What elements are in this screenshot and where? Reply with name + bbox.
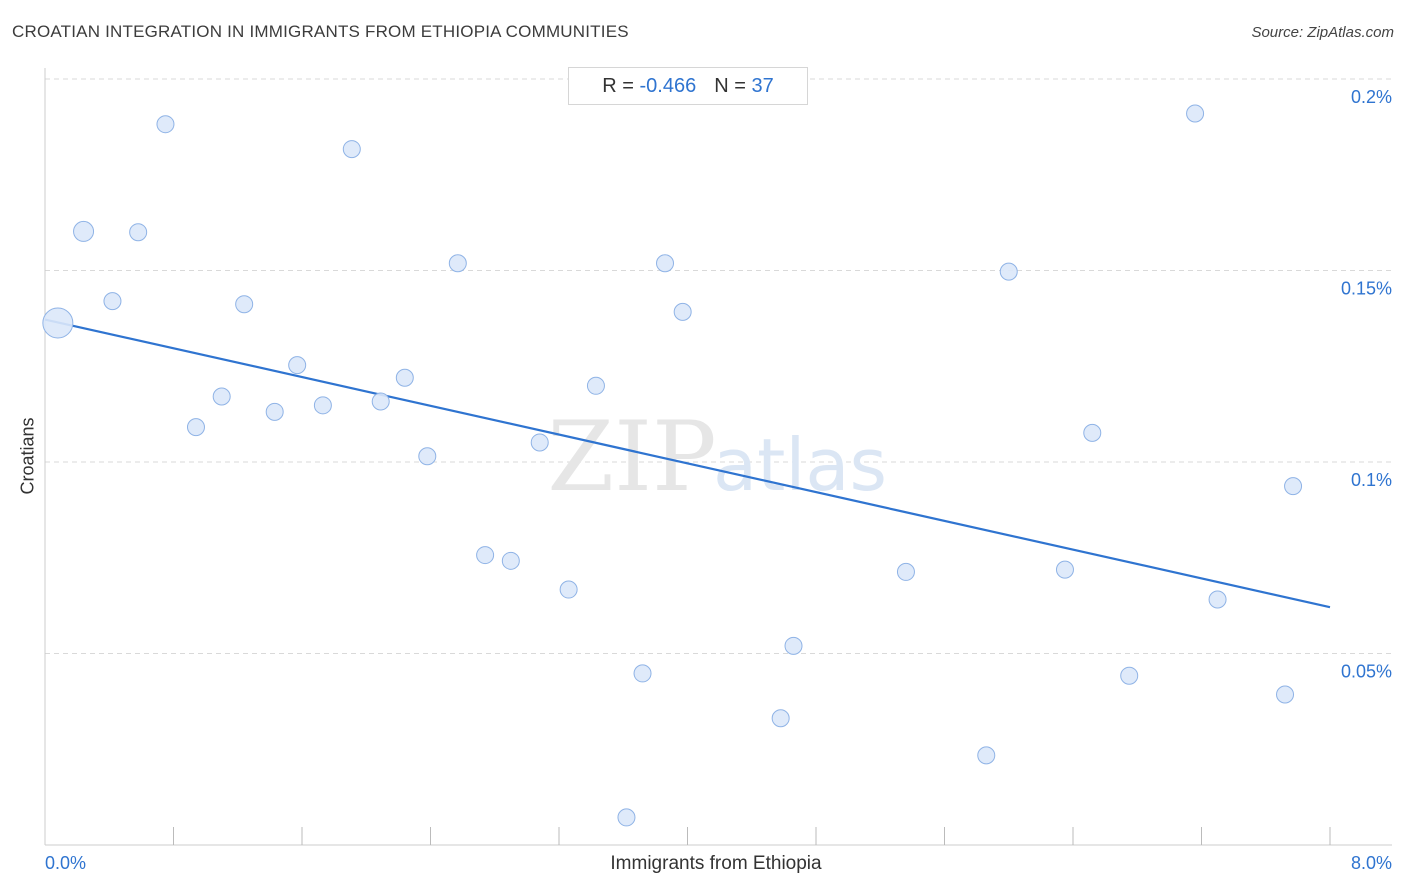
y-tick-label: 0.15% <box>1341 279 1392 299</box>
gridlines <box>45 78 1392 654</box>
data-point <box>977 746 996 765</box>
r-value: -0.466 <box>639 74 697 97</box>
y-tick-label: 0.05% <box>1341 662 1392 682</box>
data-point <box>1120 666 1139 685</box>
data-point <box>129 223 148 242</box>
data-point <box>476 546 495 565</box>
data-point <box>1284 477 1303 496</box>
y-tick-label: 0.2% <box>1351 87 1392 107</box>
r-label: R = <box>602 74 634 97</box>
data-point <box>418 447 437 466</box>
data-point <box>896 562 915 581</box>
trend-line <box>44 318 1331 609</box>
data-points <box>42 104 1303 827</box>
data-point <box>656 254 675 273</box>
data-point <box>617 808 636 827</box>
data-point <box>73 220 95 242</box>
data-point <box>103 292 122 311</box>
x-tick-label: 8.0% <box>1351 853 1392 873</box>
data-point <box>448 254 467 273</box>
data-point <box>1208 590 1227 609</box>
data-point <box>156 115 175 134</box>
data-point <box>313 396 332 415</box>
data-point <box>1186 104 1205 123</box>
data-point <box>633 664 652 683</box>
data-point <box>288 356 307 375</box>
watermark: ZIP atlas <box>547 401 887 513</box>
data-point <box>501 551 520 570</box>
data-point <box>235 295 254 314</box>
data-point <box>784 636 803 655</box>
data-point <box>212 387 231 406</box>
x-tick-label: 0.0% <box>45 853 86 873</box>
data-point <box>395 368 414 387</box>
chart-title: CROATIAN INTEGRATION IN IMMIGRANTS FROM … <box>12 22 629 41</box>
data-point <box>530 433 549 452</box>
source-label[interactable]: Source: ZipAtlas.com <box>1251 24 1394 41</box>
tick-labels: 0.05% 0.1% 0.15% 0.2% 0.0% 8.0% <box>45 87 1392 873</box>
data-point <box>265 402 284 421</box>
data-point <box>1055 560 1074 579</box>
data-point <box>42 307 74 339</box>
data-point <box>1276 685 1295 704</box>
data-point <box>999 262 1018 281</box>
axes <box>44 68 1392 846</box>
data-point <box>586 376 605 395</box>
trend-line-group <box>44 318 1331 609</box>
data-point <box>559 580 578 599</box>
n-label: N = <box>714 74 746 97</box>
data-point <box>371 392 390 411</box>
data-point <box>186 418 205 437</box>
watermark-zip: ZIP <box>547 401 716 513</box>
n-value: 37 <box>751 74 774 97</box>
data-point <box>673 302 692 321</box>
watermark-atlas: atlas <box>713 423 887 507</box>
y-axis-label: Croatians <box>17 417 38 495</box>
x-axis-label: Immigrants from Ethiopia <box>610 853 822 874</box>
y-tick-label: 0.1% <box>1351 470 1392 490</box>
data-point <box>771 709 790 728</box>
correlation-stats-box: R = -0.466 N = 37 <box>568 67 808 105</box>
data-point <box>1083 423 1102 442</box>
data-point <box>342 140 361 159</box>
